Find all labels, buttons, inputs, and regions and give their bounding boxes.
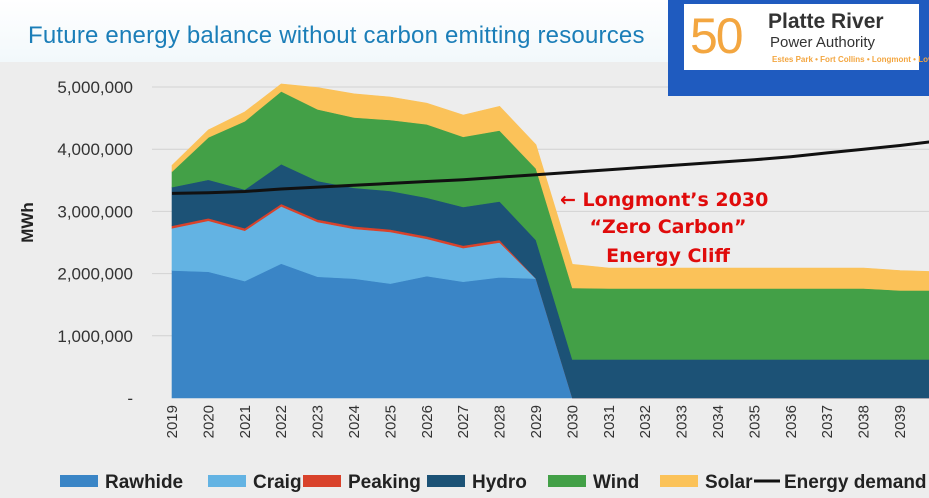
x-tick-label: 2034 xyxy=(710,405,727,438)
legend-swatch-craig xyxy=(208,475,246,487)
x-tick-label: 2038 xyxy=(856,405,873,438)
annotation-line: ← Longmont’s 2030 xyxy=(560,189,768,211)
x-tick-label: 2026 xyxy=(419,405,436,438)
chart-area: - 1,000,000 2,000,000 3,000,000 4,000,000 5,0… xyxy=(0,62,929,498)
x-tick-label: 2028 xyxy=(492,405,509,438)
y-tick-label: 2,000,000 xyxy=(57,265,133,284)
legend-swatch-wind xyxy=(548,475,586,487)
legend-swatch-rawhide xyxy=(60,475,98,487)
x-tick-label: 2023 xyxy=(310,405,327,438)
x-tick-label: 2037 xyxy=(819,405,836,438)
x-tick-label: 2029 xyxy=(528,405,545,438)
x-tick-label: 2025 xyxy=(382,405,399,438)
logo-anniversary-number: 50 xyxy=(690,8,744,64)
logo-card: 50 Platte River Power Authority Estes Pa… xyxy=(684,4,929,70)
y-tick-label: 5,000,000 xyxy=(57,78,133,97)
x-tick-label: 2021 xyxy=(237,405,254,438)
y-tick-label: 4,000,000 xyxy=(57,140,133,159)
legend-swatch-peaking xyxy=(303,475,341,487)
y-tick-label: 1,000,000 xyxy=(57,327,133,346)
x-tick-label: 2030 xyxy=(564,405,581,438)
legend-label: Solar xyxy=(705,472,753,493)
y-tick-label: - xyxy=(127,389,133,408)
x-tick-label: 2036 xyxy=(783,405,800,438)
legend-label: Energy demand xyxy=(784,472,927,493)
area-series-solar xyxy=(171,83,929,291)
logo-name-line1: Platte River xyxy=(768,10,884,33)
logo-name-line2: Power Authority xyxy=(770,34,876,51)
x-tick-label: 2031 xyxy=(601,405,618,438)
x-tick-label: 2024 xyxy=(346,405,363,438)
x-tick-label: 2032 xyxy=(637,405,654,438)
legend-swatch-hydro xyxy=(427,475,465,487)
x-tick-label: 2020 xyxy=(200,405,217,438)
x-tick-label: 2039 xyxy=(892,405,909,438)
annotation-line: “Zero Carbon” xyxy=(590,216,747,238)
energy-demand-line xyxy=(171,140,929,195)
logo-cities: Estes Park • Fort Collins • Longmont • L… xyxy=(772,55,929,64)
x-tick-label: 2033 xyxy=(674,405,691,438)
x-tick-label: 2035 xyxy=(746,405,763,438)
chart-title: Future energy balance without carbon emi… xyxy=(28,22,645,49)
legend-swatch-solar xyxy=(660,475,698,487)
x-tick-label: 2019 xyxy=(164,405,181,438)
stacked-area-chart: - 1,000,000 2,000,000 3,000,000 4,000,000 5,0… xyxy=(18,78,929,493)
x-tick-label: 2022 xyxy=(273,405,290,438)
annotation-line: Energy Cliff xyxy=(606,245,730,267)
legend-label: Craig xyxy=(253,472,302,493)
legend-label: Rawhide xyxy=(105,472,183,493)
legend-label: Wind xyxy=(593,472,639,493)
logo-badge: 50 Platte River Power Authority Estes Pa… xyxy=(668,0,929,96)
legend-label: Hydro xyxy=(472,472,527,493)
y-axis-label: MWh xyxy=(18,202,37,243)
legend-label: Peaking xyxy=(348,472,421,493)
x-tick-label: 2027 xyxy=(455,405,472,438)
y-tick-label: 3,000,000 xyxy=(57,202,133,221)
